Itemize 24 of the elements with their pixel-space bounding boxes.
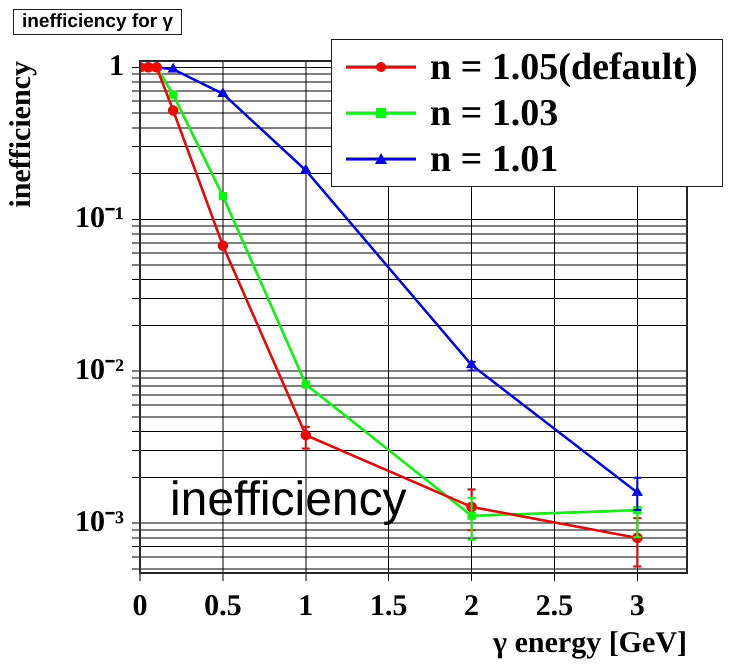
point (218, 192, 227, 200)
chart-title: inefficiency for γ (13, 9, 182, 35)
y-tick-label: 1 (109, 49, 124, 82)
x-tick-label: 3 (630, 588, 645, 622)
x-tick-label: 1.5 (370, 588, 408, 622)
legend-label: n = 1.03 (430, 91, 558, 135)
point (302, 380, 310, 388)
point (168, 64, 178, 73)
y-tick-label: 10⁻³ (75, 504, 124, 538)
x-tick-label: 2.5 (536, 588, 574, 622)
x-tick-label: 0.5 (204, 588, 242, 622)
x-axis-title: γ energy [GeV] (492, 626, 687, 659)
legend-label: n = 1.05(default) (430, 45, 698, 89)
legend-label: n = 1.01 (430, 137, 558, 181)
point (218, 240, 228, 251)
point (169, 90, 178, 99)
point (218, 88, 228, 97)
y-tick-label: 10⁻¹ (75, 201, 124, 234)
x-tick-label: 2 (464, 588, 480, 622)
x-tick-label: 0 (132, 588, 148, 622)
y-axis-title: inefficiency (4, 61, 37, 208)
y-tick-label: 10⁻² (75, 352, 124, 386)
point (168, 105, 178, 116)
x-tick-label: 1 (298, 588, 314, 622)
